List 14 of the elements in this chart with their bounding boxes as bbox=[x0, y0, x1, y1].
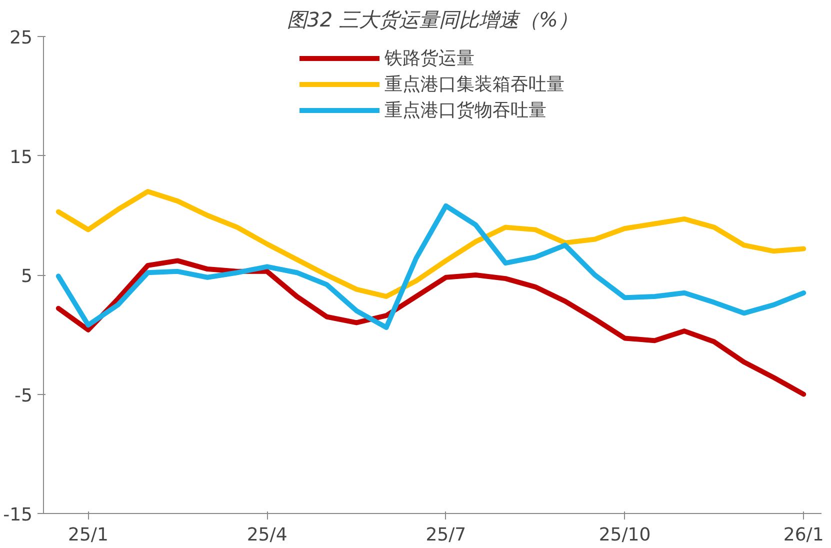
chart-title: 图32 三大货运量同比增速（%） bbox=[287, 8, 578, 32]
x-tick-label: 25/10 bbox=[598, 524, 651, 546]
y-tick-label: -15 bbox=[3, 504, 33, 526]
y-tick-label: 15 bbox=[10, 146, 32, 168]
x-tick-label: 25/4 bbox=[246, 524, 288, 546]
x-tick-label: 25/1 bbox=[68, 524, 108, 546]
y-tick-label: -5 bbox=[14, 385, 33, 406]
legend-label: 重点港口货物吞吐量 bbox=[384, 99, 546, 122]
legend-label: 铁路货运量 bbox=[384, 47, 474, 70]
y-tick-label: 5 bbox=[21, 266, 32, 287]
x-tick-label: 26/1 bbox=[783, 524, 824, 546]
x-tick-label: 25/7 bbox=[426, 524, 466, 546]
legend-label: 重点港口集装箱吞吐量 bbox=[384, 73, 564, 96]
y-tick-label: 25 bbox=[10, 28, 32, 48]
